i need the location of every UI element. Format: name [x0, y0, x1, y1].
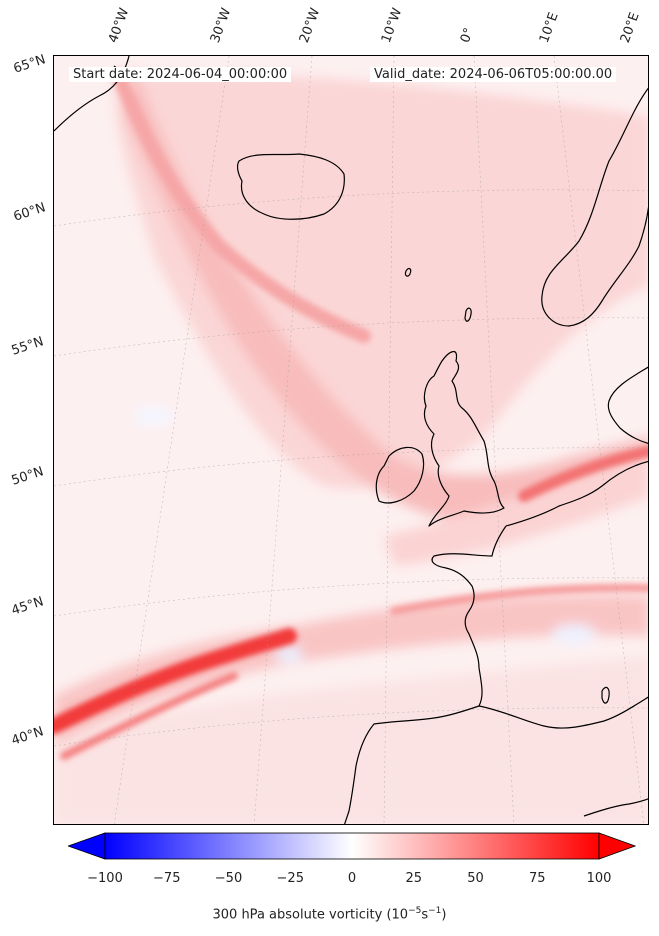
colorbar-extend-high — [598, 832, 636, 860]
lon-label-10e: 10°E — [536, 10, 562, 46]
streak-biscay — [390, 583, 648, 615]
colorbar-label-mid: s — [421, 907, 429, 923]
coast-france-west — [431, 525, 507, 707]
parallel-40n — [54, 707, 648, 747]
colorbar — [68, 832, 636, 860]
map-panel — [53, 55, 649, 825]
parallel-45n — [54, 577, 648, 617]
colorbar-tick-label: −75 — [153, 871, 181, 886]
coast-mediterranean — [478, 696, 648, 729]
coast-shetland — [464, 307, 472, 322]
colorbar-label-end: ) — [441, 907, 447, 923]
field-north-region — [114, 73, 648, 489]
colorbar-tick-label: 50 — [467, 871, 484, 886]
field-southern-band — [54, 595, 648, 746]
coast-iceland — [236, 153, 345, 220]
coast-iberia — [344, 705, 480, 824]
field-negative-patch-1 — [275, 646, 303, 662]
field-negative-patch-2 — [552, 624, 596, 644]
lat-label-40n: 40°N — [9, 724, 46, 749]
streak-jet-southwest-2 — [60, 672, 238, 760]
vorticity-field — [54, 66, 648, 824]
colorbar-label-exp2: −1 — [428, 906, 442, 916]
valid-date-label: Valid_date: 2024-06-06T05:00:00.00 — [370, 67, 617, 82]
lat-label-50n: 50°N — [9, 464, 46, 489]
coast-ireland — [375, 446, 425, 504]
coast-north-africa — [583, 798, 648, 817]
streak-north-arc — [112, 69, 371, 343]
vorticity-map — [54, 56, 648, 824]
colorbar-tick-label: −50 — [214, 871, 243, 886]
lat-label-55n: 55°N — [9, 334, 46, 359]
colorbar-tick-label: 25 — [405, 871, 423, 886]
coast-faroes — [404, 267, 412, 277]
colorbar-tick-label: 0 — [347, 871, 357, 886]
coast-great-britain — [423, 351, 505, 527]
lat-label-60n: 60°N — [11, 200, 48, 225]
colorbar-tick-label: −100 — [87, 871, 123, 886]
streak-jet-southwest — [54, 628, 297, 734]
meridian-0 — [473, 56, 515, 824]
colorbar-label-main: 300 hPa absolute vorticity (10 — [212, 907, 409, 923]
parallel-55n — [54, 317, 648, 357]
parallel-50n — [54, 447, 648, 487]
lat-label-45n: 45°N — [9, 594, 46, 619]
lon-label-30w: 30°W — [207, 6, 235, 45]
coast-corsica — [601, 686, 610, 704]
colorbar-label: 300 hPa absolute vorticity (10−5s−1) — [0, 906, 659, 922]
meridian-10e — [553, 56, 645, 824]
streak-channel — [518, 445, 648, 502]
field-negative-patch-3 — [134, 406, 174, 426]
coast-sweden-denmark — [607, 366, 648, 445]
lon-label-0: 0° — [457, 25, 478, 45]
lon-label-20w: 20°W — [296, 6, 324, 45]
start-date-label: Start date: 2024-06-04_00:00:00 — [69, 67, 292, 82]
parallel-60n — [54, 189, 648, 227]
meridian-10w — [383, 56, 395, 824]
lon-label-20e: 20°E — [617, 10, 643, 46]
colorbar-label-exp1: −5 — [408, 906, 422, 916]
colorbar-gradient — [104, 832, 600, 860]
graticule — [54, 56, 648, 824]
coast-norway — [541, 87, 648, 327]
coast-europe-north — [505, 460, 648, 527]
field-south-region — [54, 656, 648, 824]
colorbar-tick-label: 100 — [586, 871, 612, 886]
lat-label-65n: 65°N — [11, 52, 48, 77]
meridian-20w — [253, 56, 313, 824]
colorbar-extend-low — [68, 832, 106, 860]
colorbar-tick-label: −25 — [276, 871, 304, 886]
lon-label-40w: 40°W — [105, 6, 133, 45]
lon-label-10w: 10°W — [378, 6, 406, 45]
colorbar-tick-label: 75 — [528, 871, 546, 886]
